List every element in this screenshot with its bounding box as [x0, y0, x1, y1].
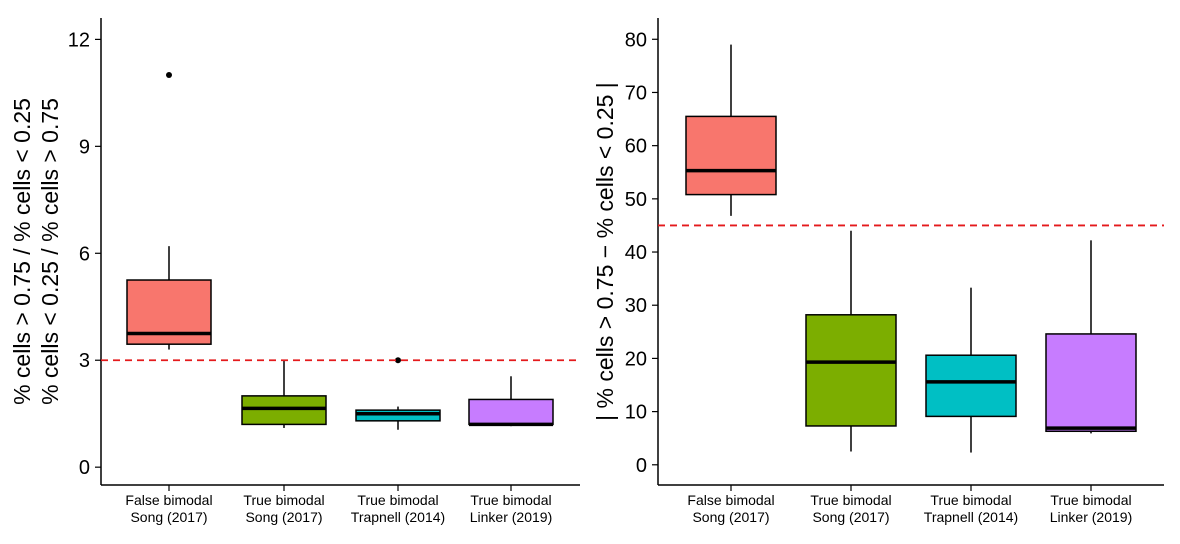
- y-tick-label: 40: [625, 242, 647, 264]
- box-iqr: [805, 314, 897, 427]
- y-tick-label: 9: [79, 136, 90, 158]
- box-iqr: [685, 115, 777, 196]
- x-tick-label: Song (2017): [130, 509, 207, 525]
- x-tick-label: True bimodal: [930, 492, 1011, 508]
- y-tick-label: 60: [625, 136, 647, 158]
- x-tick-label: Song (2017): [812, 509, 889, 525]
- y-tick-label: 80: [625, 29, 647, 51]
- y-tick-label: 6: [79, 243, 90, 265]
- y-tick-label: 50: [625, 189, 647, 211]
- chart-panel-right: 0 10 20 30 40 50 60 70 80 | % cells > 0.75 − % ce…: [592, 18, 1164, 525]
- box-iqr: [241, 395, 327, 426]
- box-group-1: [126, 72, 212, 350]
- x-tick-label: Linker (2019): [470, 509, 553, 525]
- y-tick-label: 30: [625, 295, 647, 317]
- x-tick-label: False bimodal: [125, 492, 212, 508]
- x-tick-label: Linker (2019): [1050, 509, 1133, 525]
- box-group-2: [805, 230, 897, 452]
- x-tick-label: False bimodal: [687, 492, 774, 508]
- x-tick-label: True bimodal: [1050, 492, 1131, 508]
- outlier-point: [395, 357, 401, 364]
- x-tick-label: True bimodal: [243, 492, 324, 508]
- x-tick-label: Trapnell (2014): [924, 509, 1018, 525]
- y-tick-label: 12: [68, 29, 90, 51]
- y-axis-title: % cells < 0.25 / % cells > 0.75: [37, 98, 63, 405]
- y-axis-title: | % cells > 0.75 − % cells < 0.25 |: [592, 82, 618, 421]
- y-tick-label: 10: [625, 402, 647, 424]
- x-tick-label: True bimodal: [470, 492, 551, 508]
- box-group-1: [685, 44, 777, 216]
- y-tick-label: 20: [625, 348, 647, 370]
- box-iqr: [355, 409, 441, 422]
- y-tick-label: 0: [79, 457, 90, 479]
- box-iqr: [1045, 333, 1137, 433]
- box-group-4: [468, 376, 554, 427]
- chart-panel-left: 0 3 6 9 12 % cells > 0.75 / % cells < 0.25% c…: [9, 18, 580, 525]
- y-tick-label: 70: [625, 82, 647, 104]
- box-group-3: [925, 287, 1017, 453]
- x-tick-label: True bimodal: [810, 492, 891, 508]
- box-group-2: [241, 360, 327, 428]
- y-tick-label: 3: [79, 350, 90, 372]
- y-tick-label: 0: [636, 455, 647, 477]
- box-iqr: [925, 354, 1017, 418]
- box-group-4: [1045, 240, 1137, 434]
- x-tick-label: True bimodal: [357, 492, 438, 508]
- x-tick-label: Trapnell (2014): [351, 509, 445, 525]
- outlier-point: [166, 72, 172, 79]
- y-axis-title: % cells > 0.75 / % cells < 0.25: [9, 98, 35, 405]
- box-iqr: [468, 398, 554, 426]
- x-tick-label: Song (2017): [692, 509, 769, 525]
- box-group-3: [355, 357, 441, 430]
- x-tick-label: Song (2017): [245, 509, 322, 525]
